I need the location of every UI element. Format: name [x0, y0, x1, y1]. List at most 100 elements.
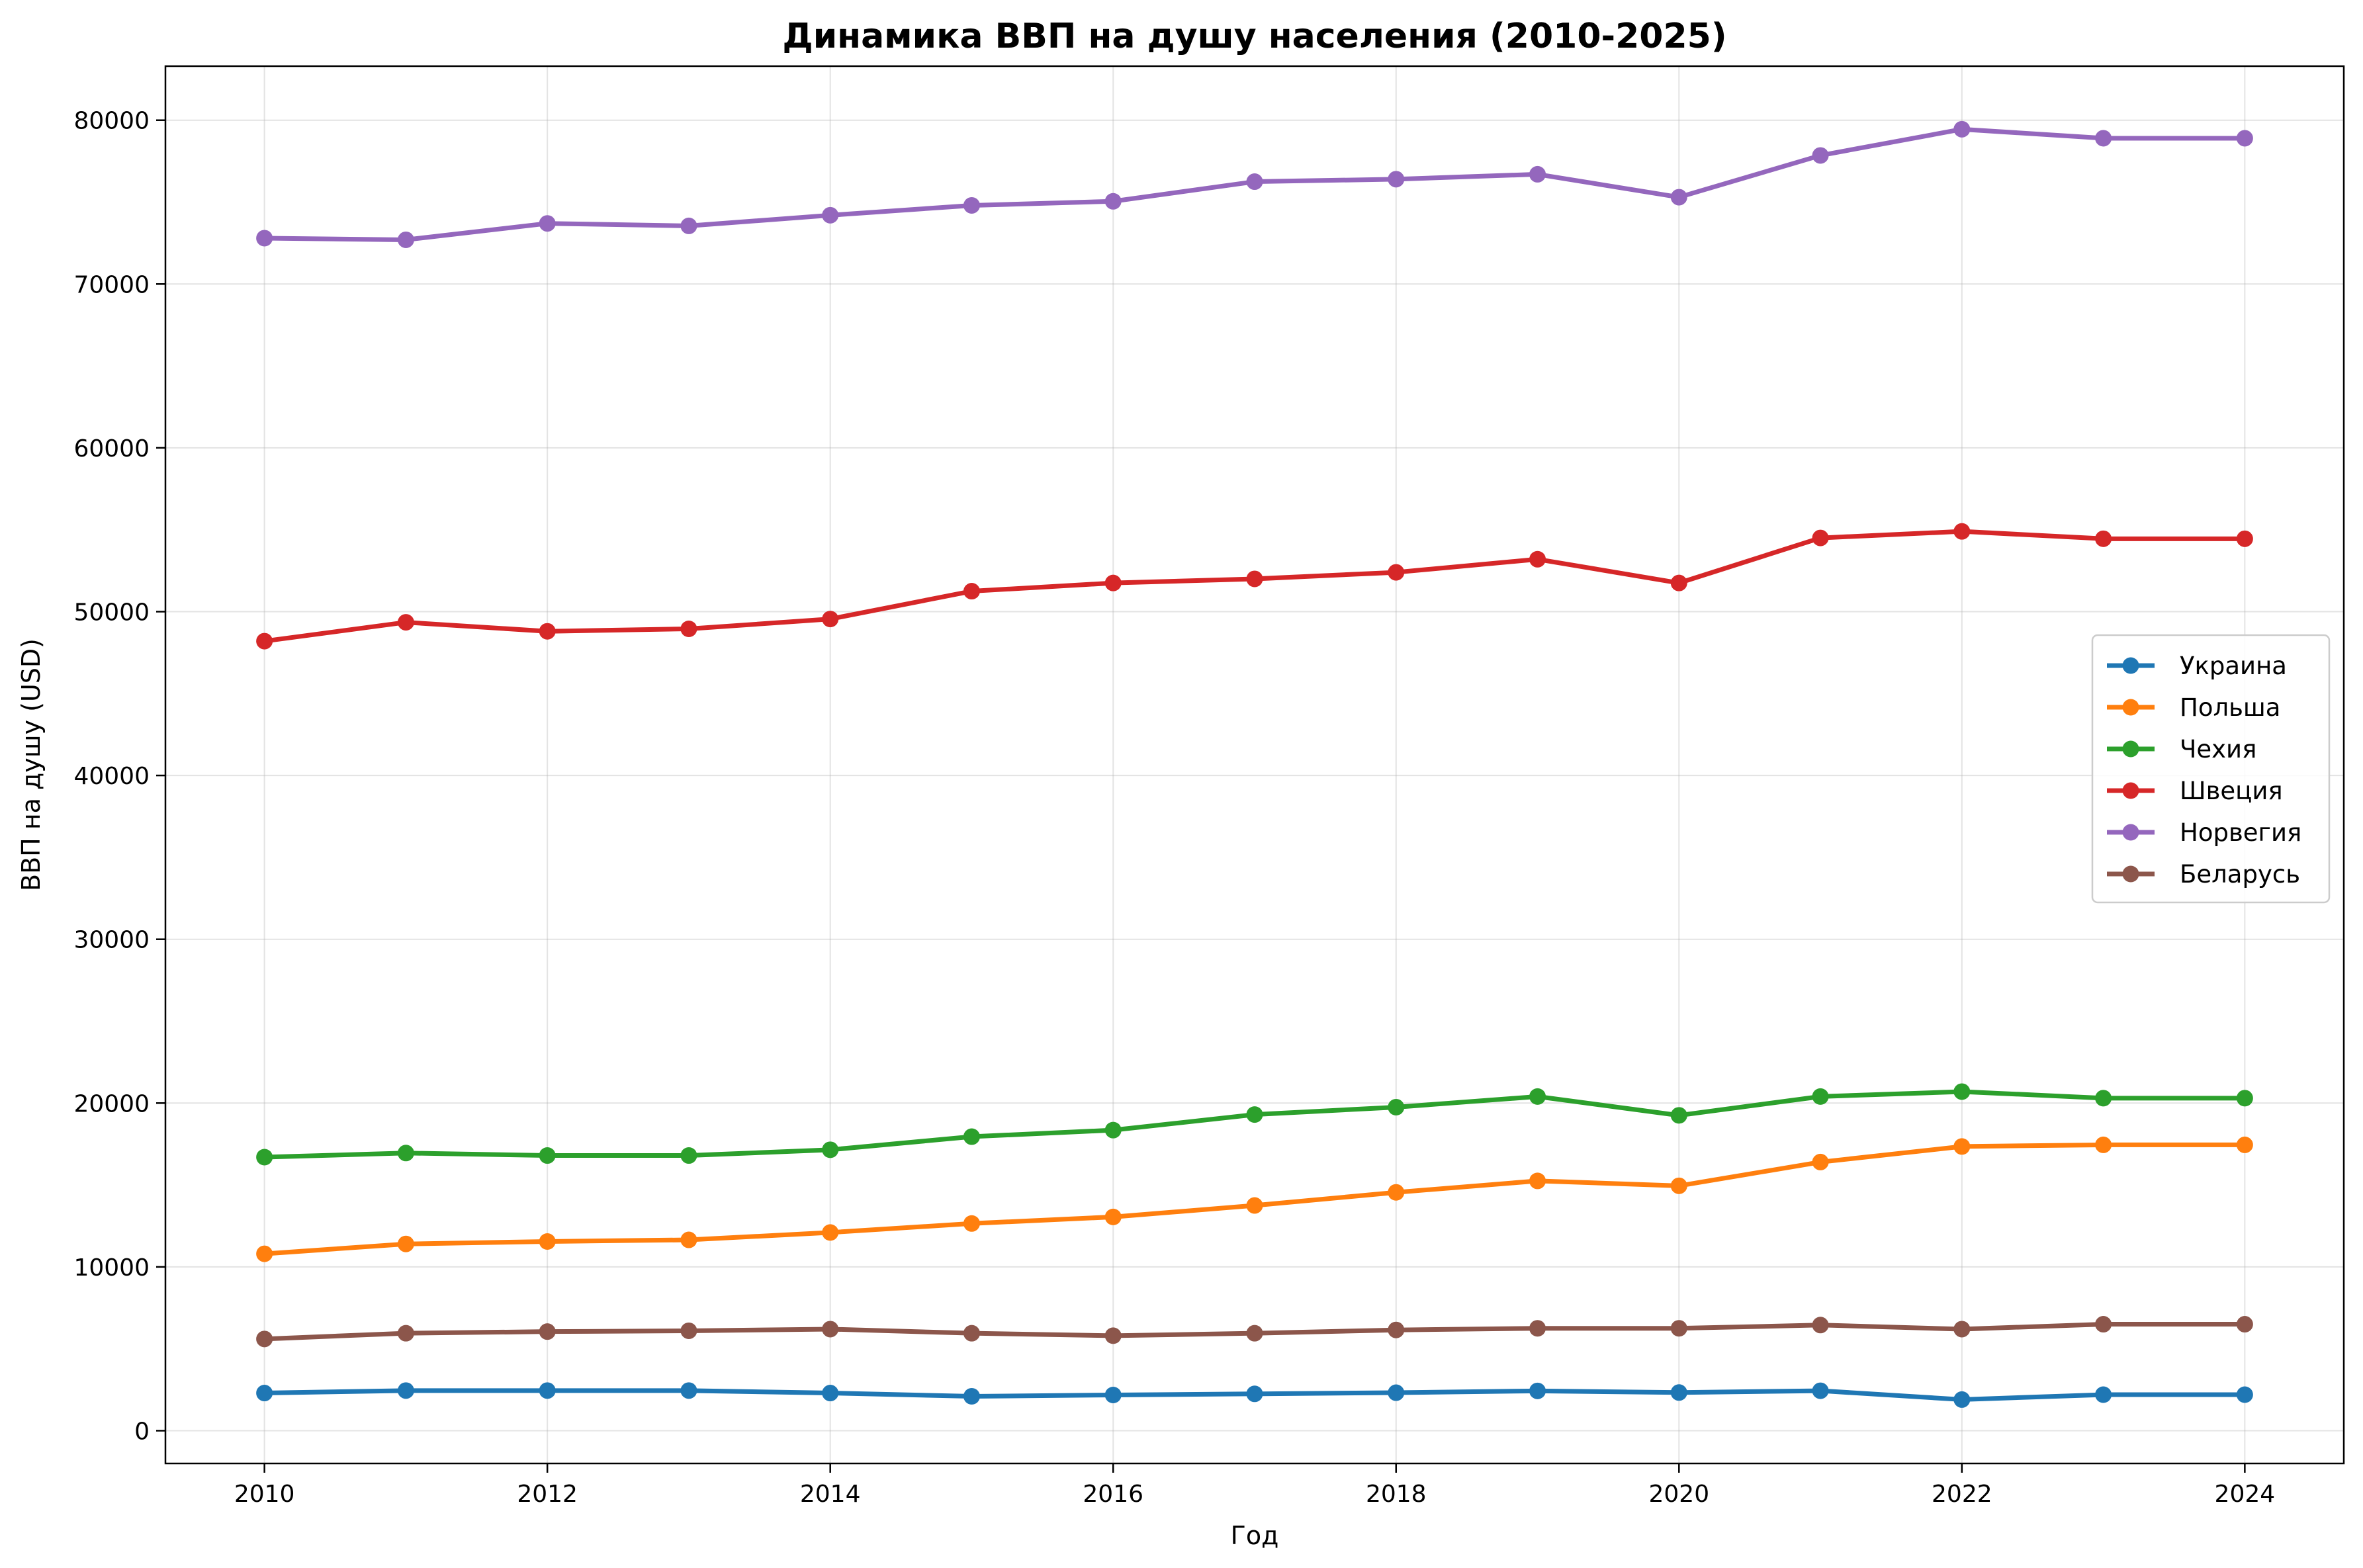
data-point — [963, 196, 980, 214]
data-point — [1104, 1208, 1122, 1225]
data-point — [397, 1325, 414, 1342]
legend-swatch-marker — [2122, 824, 2139, 841]
data-point — [2236, 1386, 2253, 1403]
data-point — [539, 1323, 556, 1340]
data-point — [1812, 1088, 1829, 1105]
series-5 — [256, 1316, 2253, 1348]
legend-item: Украина — [2107, 652, 2287, 680]
data-point — [1246, 1197, 1263, 1214]
y-tick-label: 20000 — [73, 1090, 150, 1117]
data-point — [2236, 130, 2253, 147]
data-point — [2236, 1090, 2253, 1107]
series-1 — [256, 1136, 2253, 1262]
data-point — [822, 1321, 839, 1338]
data-point — [1388, 1321, 1405, 1338]
data-point — [680, 1382, 697, 1399]
chart-title: Динамика ВВП на душу населения (2010-202… — [782, 17, 1726, 56]
data-point — [397, 231, 414, 248]
data-point — [539, 215, 556, 232]
data-point — [1529, 1088, 1546, 1105]
data-point — [1529, 165, 1546, 183]
data-point — [2236, 1136, 2253, 1153]
grid — [165, 66, 2344, 1463]
data-point — [1670, 1384, 1687, 1401]
data-point — [1246, 173, 1263, 191]
data-point — [680, 1322, 697, 1339]
legend-swatch-marker — [2122, 782, 2139, 799]
data-point — [2095, 1136, 2112, 1153]
x-tick-label: 2016 — [1083, 1481, 1143, 1508]
data-point — [256, 1330, 273, 1348]
data-point — [1953, 1138, 1971, 1155]
data-point — [1812, 147, 1829, 164]
legend-item: Беларусь — [2107, 860, 2300, 889]
series-3 — [256, 523, 2253, 650]
legend: Украина Польша Чехия Швеция Норвегия Беларусь — [2091, 634, 2331, 904]
data-point — [1388, 564, 1405, 581]
data-point — [397, 614, 414, 631]
data-point — [680, 1231, 697, 1248]
x-axis-label: Год — [1231, 1521, 1279, 1550]
data-point — [1812, 1153, 1829, 1170]
data-point — [1104, 1327, 1122, 1344]
plot-frame — [164, 65, 2345, 1465]
data-point — [963, 1215, 980, 1232]
data-point — [1529, 1320, 1546, 1337]
data-point — [1529, 1382, 1546, 1399]
data-point — [680, 1147, 697, 1164]
data-point — [963, 1128, 980, 1145]
ticks: 2010 2012 2014 2016 2018 2020 2022 2024 0 10000 20… — [73, 108, 2275, 1508]
data-point — [1953, 120, 1971, 138]
data-point — [256, 1245, 273, 1262]
series-layer — [256, 120, 2253, 1408]
data-point — [1246, 1385, 1263, 1403]
data-point — [256, 632, 273, 650]
legend-item: Польша — [2107, 693, 2280, 722]
data-point — [1529, 550, 1546, 568]
y-tick-label: 30000 — [73, 927, 150, 954]
data-point — [1529, 1172, 1546, 1190]
legend-box — [2091, 634, 2331, 904]
data-point — [1670, 1107, 1687, 1124]
x-tick-label: 2020 — [1648, 1481, 1709, 1508]
data-point — [1388, 1184, 1405, 1201]
data-point — [1953, 1083, 1971, 1100]
legend-item: Норвегия — [2107, 818, 2301, 847]
data-point — [822, 1385, 839, 1402]
legend-item: Чехия — [2107, 735, 2256, 763]
legend-label: Чехия — [2180, 735, 2256, 763]
x-tick-label: 2014 — [800, 1481, 861, 1508]
data-point — [1246, 1325, 1263, 1342]
legend-label: Польша — [2180, 693, 2280, 722]
x-tick-label: 2022 — [1932, 1481, 1992, 1508]
data-point — [1953, 1391, 1971, 1408]
data-point — [1388, 1098, 1405, 1115]
series-4 — [256, 120, 2253, 248]
data-point — [822, 1224, 839, 1241]
legend-label: Беларусь — [2180, 860, 2300, 889]
data-point — [539, 1147, 556, 1164]
data-point — [1953, 1321, 1971, 1338]
data-point — [397, 1145, 414, 1162]
data-point — [1388, 171, 1405, 188]
data-point — [1670, 1177, 1687, 1194]
data-point — [2095, 130, 2112, 147]
y-tick-label: 40000 — [73, 763, 150, 790]
data-point — [539, 623, 556, 640]
data-point — [1246, 570, 1263, 588]
y-tick-label: 70000 — [73, 271, 150, 298]
legend-swatch-marker — [2122, 865, 2139, 883]
legend-label: Украина — [2180, 652, 2287, 680]
data-point — [1812, 529, 1829, 546]
x-tick-label: 2018 — [1366, 1481, 1427, 1508]
data-point — [2236, 530, 2253, 547]
data-point — [2236, 1316, 2253, 1333]
y-tick-label: 50000 — [73, 599, 150, 626]
legend-swatch-marker — [2122, 699, 2139, 716]
legend-item: Швеция — [2107, 777, 2283, 805]
data-point — [1104, 1121, 1122, 1139]
data-point — [256, 230, 273, 247]
data-point — [397, 1382, 414, 1399]
y-tick-label: 10000 — [73, 1254, 150, 1282]
